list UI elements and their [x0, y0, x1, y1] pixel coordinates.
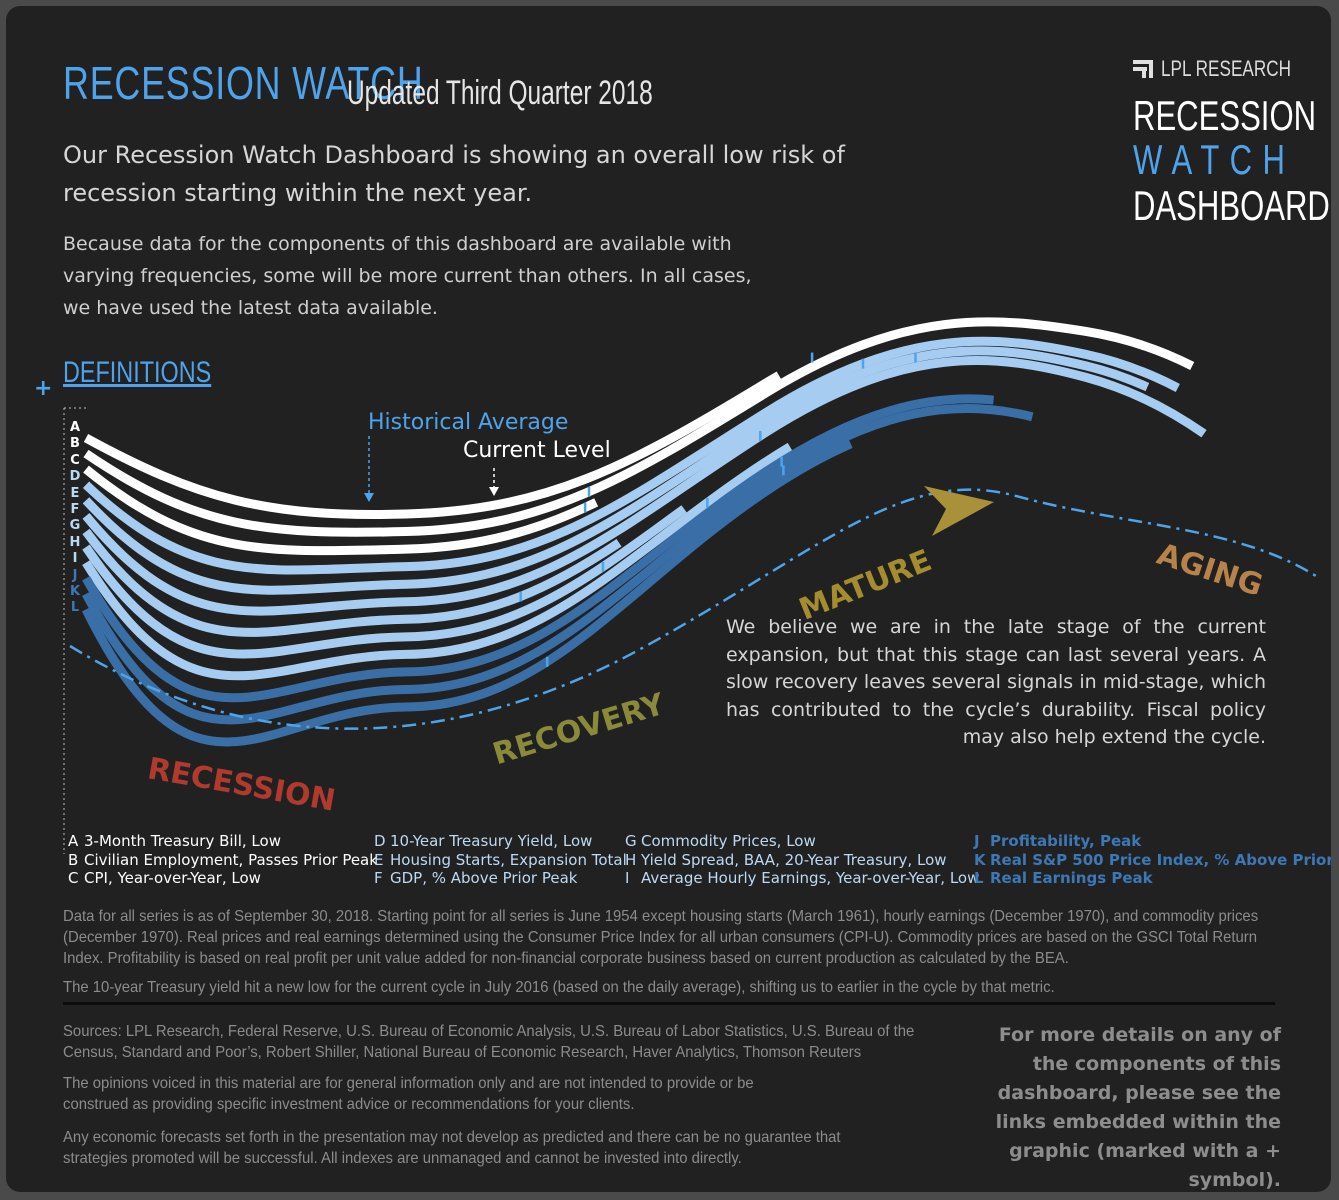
series-band-f[interactable] [82, 356, 1320, 616]
legend-col-4: J Profitability, Peak K Real S&P 500 Price… [974, 832, 1331, 888]
series-letter: I [72, 551, 78, 567]
opinions-note: The opinions voiced in this material are… [63, 1075, 754, 1113]
series-band-k[interactable] [82, 403, 1320, 725]
legend-item[interactable]: E Housing Starts, Expansion Total [374, 850, 627, 869]
divider [63, 1002, 1275, 1005]
historical-average-tick [706, 497, 709, 508]
series-letter: D [69, 469, 81, 485]
brand-company: LPL RESEARCH [1161, 56, 1292, 81]
more-details-note: For more details on any of the component… [995, 1024, 1281, 1191]
historical-average-tick [780, 456, 783, 467]
legend-item[interactable]: G Commodity Prices, Low [625, 832, 816, 850]
series-band-a[interactable] [83, 307, 1320, 519]
series-band-d[interactable] [82, 336, 1320, 575]
historical-average-tick [545, 656, 549, 667]
series-letter: B [70, 436, 80, 452]
belief-paragraph: We believe we are in the late stage of t… [726, 616, 1266, 748]
legend-item[interactable]: J Profitability, Peak [974, 832, 1142, 850]
current-level-label: Current Level [463, 438, 611, 463]
historical-average-tick [759, 431, 762, 442]
legend-item[interactable]: H Yield Spread, BAA, 20-Year Treasury, Lo… [625, 850, 947, 869]
series-letter: E [70, 485, 80, 501]
page-title: RECESSION WATCH [63, 57, 424, 109]
legend-item[interactable]: B Civilian Employment, Passes Prior Peak [68, 850, 378, 869]
series-band-e[interactable] [82, 346, 1320, 595]
plus-icon[interactable]: + [34, 376, 53, 401]
brand-line-watch: WATCH [1133, 136, 1296, 183]
sources-note: Sources: LPL Research, Federal Reserve, … [63, 1023, 915, 1061]
legend-col-3: G Commodity Prices, Low H Yield Spread, BA… [625, 832, 979, 888]
historical-average-tick [782, 465, 785, 476]
series-letter: L [70, 600, 80, 616]
brand-line-dashboard: DASHBOARD [1133, 182, 1330, 229]
historical-average-tick [519, 591, 522, 602]
legend-item[interactable]: A 3-Month Treasury Bill, Low [68, 832, 281, 850]
data-note: Data for all series is as of September 3… [63, 908, 1259, 967]
series-letter: G [69, 518, 81, 534]
subtext: Because data for the components of this … [63, 233, 752, 319]
legend-item[interactable]: F GDP, % Above Prior Peak [374, 869, 578, 887]
brand-line-recession: RECESSION [1133, 92, 1317, 139]
current-level-arrow-icon [489, 487, 499, 496]
lpl-logo-icon [1133, 58, 1155, 78]
series-band-h[interactable] [82, 375, 1320, 659]
treasury-note: The 10-year Treasury yield hit a new low… [63, 979, 1055, 996]
legend-item[interactable]: D 10-Year Treasury Yield, Low [374, 832, 593, 850]
historical-average-arrow-icon [364, 493, 374, 502]
legend-col-2: D 10-Year Treasury Yield, Low E Housing St… [374, 832, 627, 888]
historical-average-tick [583, 502, 587, 513]
series-letter: H [69, 534, 81, 550]
legend-item[interactable]: L Real Earnings Peak [974, 869, 1153, 887]
series-band-g[interactable] [82, 365, 1320, 637]
headline: Our Recession Watch Dashboard is showing… [63, 141, 845, 207]
series-letter: J [72, 567, 78, 583]
historical-average-tick [861, 358, 865, 369]
series-band-l[interactable] [81, 413, 1320, 747]
forecasts-note: Any economic forecasts set forth in the … [63, 1129, 841, 1167]
legend-col-1: A 3-Month Treasury Bill, Low B Civilian Em… [68, 832, 378, 888]
historical-average-tick [914, 352, 917, 363]
series-letter: K [69, 584, 81, 600]
cycle-diagram [63, 307, 1320, 854]
legend-item[interactable]: C CPI, Year-over-Year, Low [68, 869, 261, 887]
series-band-c[interactable] [83, 327, 1320, 556]
dashboard-frame: RECESSION WATCH Updated Third Quarter 20… [6, 6, 1331, 1192]
historical-average-tick [601, 561, 605, 572]
updated-label: Updated Third Quarter 2018 [347, 74, 653, 112]
historical-average-tick [587, 486, 591, 497]
series-letter: A [69, 420, 81, 435]
historical-average-tick [810, 352, 814, 363]
series-letter: C [70, 452, 80, 468]
series-band-b[interactable] [83, 317, 1320, 537]
historical-average-label: Historical Average [368, 410, 569, 435]
legend-item[interactable]: K Real S&P 500 Price Index, % Above Prior… [974, 850, 1331, 869]
series-letter: F [70, 502, 80, 518]
definitions-link[interactable]: DEFINITIONS [63, 356, 212, 389]
cycle-arrow-icon [924, 486, 994, 536]
series-band-i[interactable] [82, 384, 1320, 681]
legend-item[interactable]: I Average Hourly Earnings, Year-over-Year… [625, 869, 980, 887]
series-band-j[interactable] [82, 394, 1320, 703]
